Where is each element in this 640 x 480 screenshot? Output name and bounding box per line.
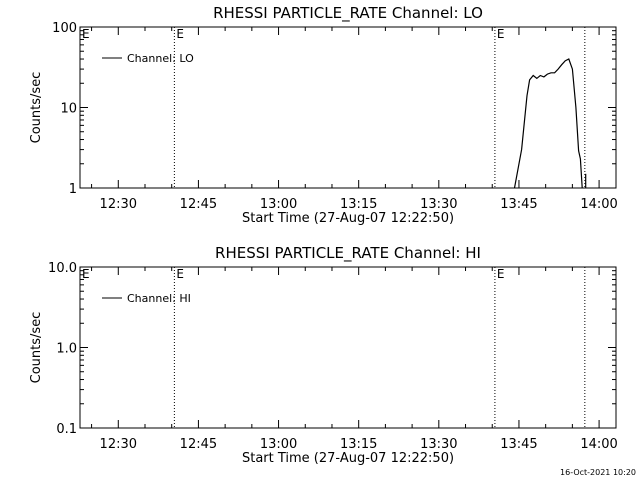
y-tick-label: 0.1 <box>56 422 77 437</box>
x-tick-label: 13:15 <box>340 437 377 452</box>
x-tick-label: 13:45 <box>500 197 537 212</box>
y-tick-label: 10.0 <box>48 261 77 276</box>
time-marker-label: E <box>176 27 184 41</box>
legend-label: Channel: LO <box>127 52 194 65</box>
edge-marker-label: E <box>82 267 90 281</box>
y-axis-label: Counts/sec <box>29 72 44 144</box>
x-axis-label: Start Time (27-Aug-07 12:22:50) <box>242 451 454 466</box>
chart-title: RHESSI PARTICLE_RATE Channel: HI <box>215 244 481 263</box>
chart-title: RHESSI PARTICLE_RATE Channel: LO <box>213 4 483 23</box>
x-tick-label: 12:45 <box>180 437 217 452</box>
x-tick-label: 14:00 <box>580 197 617 212</box>
chart-panel-2: RHESSI PARTICLE_RATE Channel: HI 12:30 12:… <box>29 244 618 466</box>
x-tick-label: 13:30 <box>420 437 457 452</box>
y-tick-label: 100 <box>52 21 77 36</box>
x-tick-label: 13:00 <box>260 197 297 212</box>
x-tick-label: 13:00 <box>260 437 297 452</box>
x-tick-label: 12:30 <box>100 437 137 452</box>
series-line <box>513 58 583 189</box>
time-marker-label: E <box>497 27 505 41</box>
time-marker-label: E <box>497 267 505 281</box>
x-tick-label: 13:45 <box>500 437 537 452</box>
legend-label: Channel: HI <box>127 292 191 305</box>
x-tick-label: 14:00 <box>580 437 617 452</box>
x-tick-label: 12:45 <box>180 197 217 212</box>
y-axis-label: Counts/sec <box>29 312 44 384</box>
x-tick-label: 13:30 <box>420 197 457 212</box>
x-axis-label: Start Time (27-Aug-07 12:22:50) <box>242 211 454 226</box>
x-tick-label: 13:15 <box>340 197 377 212</box>
timestamp-label: 16-Oct-2021 10:20 <box>560 468 636 477</box>
chart-panel-1: RHESSI PARTICLE_RATE Channel: LO 12:30 12:… <box>29 4 618 226</box>
time-marker-label: E <box>176 267 184 281</box>
edge-marker-label: E <box>82 27 90 41</box>
y-tick-label: 1 <box>69 182 77 197</box>
x-tick-label: 12:30 <box>100 197 137 212</box>
y-tick-label: 1.0 <box>56 342 77 357</box>
y-tick-label: 10 <box>60 102 77 117</box>
